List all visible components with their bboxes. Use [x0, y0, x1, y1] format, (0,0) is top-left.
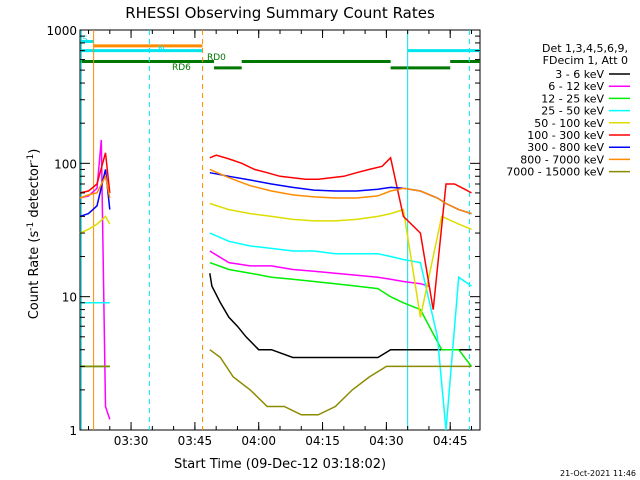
- legend-label-5: 100 - 300 keV: [527, 129, 604, 142]
- x-tick-label-4: 04:30: [369, 434, 404, 448]
- legend-label-4: 50 - 100 keV: [534, 117, 604, 130]
- legend-header-0: Det 1,3,4,5,6,9,: [542, 42, 628, 55]
- y-tick-label-0: 1: [69, 424, 77, 438]
- legend-label-6: 300 - 800 keV: [527, 141, 604, 154]
- legend-label-3: 25 - 50 keV: [541, 105, 604, 118]
- y-axis-label-end: ): [27, 149, 42, 154]
- flag-bar-label-4: RD6: [172, 63, 191, 73]
- legend-label-8: 7000 - 15000 keV: [506, 166, 604, 179]
- series-line-5: [79, 152, 472, 310]
- legend: Det 1,3,4,5,6,9,FDecim 1, Att 03 - 6 keV…: [506, 42, 630, 179]
- x-tick-label-1: 03:45: [178, 434, 213, 448]
- y-axis-label-sup2: -1: [26, 154, 36, 163]
- legend-label-7: 800 - 7000 keV: [520, 153, 604, 166]
- flag-bars: S N RD0 RD6: [80, 35, 480, 73]
- legend-header-1: FDecim 1, Att 0: [543, 54, 628, 67]
- y-tick-label-1: 10: [62, 291, 77, 305]
- series-lines: [79, 139, 473, 431]
- series-line-7: [79, 168, 472, 215]
- y-axis-label: Count Rate (s-1 detector-1): [26, 149, 42, 320]
- flag-bar-label-0: S: [82, 35, 88, 45]
- x-tick-label-0: 03:30: [114, 434, 149, 448]
- legend-label-2: 12 - 25 keV: [541, 92, 604, 105]
- x-axis-label: Start Time (09-Dec-12 03:18:02): [174, 457, 386, 472]
- y-axis-label-sup: -1: [26, 222, 36, 231]
- y-tick-label-2: 100: [54, 157, 77, 171]
- series-line-8: [80, 349, 472, 416]
- legend-label-1: 6 - 12 keV: [548, 80, 604, 93]
- chart-title: RHESSI Observing Summary Count Rates: [125, 4, 435, 22]
- flag-bar-label-2: N: [158, 45, 165, 55]
- flag-bar-label-3: RD0: [207, 53, 226, 63]
- footer-timestamp: 21-Oct-2021 11:46: [560, 469, 636, 478]
- x-tick-label-2: 04:00: [241, 434, 276, 448]
- legend-label-0: 3 - 6 keV: [555, 68, 604, 81]
- y-axis-label-mid: detector: [27, 162, 42, 222]
- y-axis-label-main: Count Rate (s: [27, 231, 42, 320]
- series-line-1: [79, 139, 430, 420]
- series-line-4: [79, 202, 472, 318]
- x-tick-label-3: 04:15: [305, 434, 340, 448]
- series-line-3: [80, 232, 472, 431]
- y-tick-label-3: 1000: [46, 24, 77, 38]
- x-tick-label-5: 04:45: [433, 434, 468, 448]
- axes: 03:30 03:45 04:00 04:15 04:30 04:45 1 10 100 1000: [46, 24, 480, 448]
